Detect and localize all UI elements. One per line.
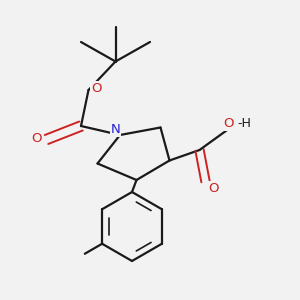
Text: O: O <box>31 131 41 145</box>
Text: N: N <box>111 123 120 136</box>
Text: O: O <box>208 182 218 195</box>
Text: -H: -H <box>237 117 251 130</box>
Text: O: O <box>223 117 233 130</box>
Text: O: O <box>91 82 101 95</box>
